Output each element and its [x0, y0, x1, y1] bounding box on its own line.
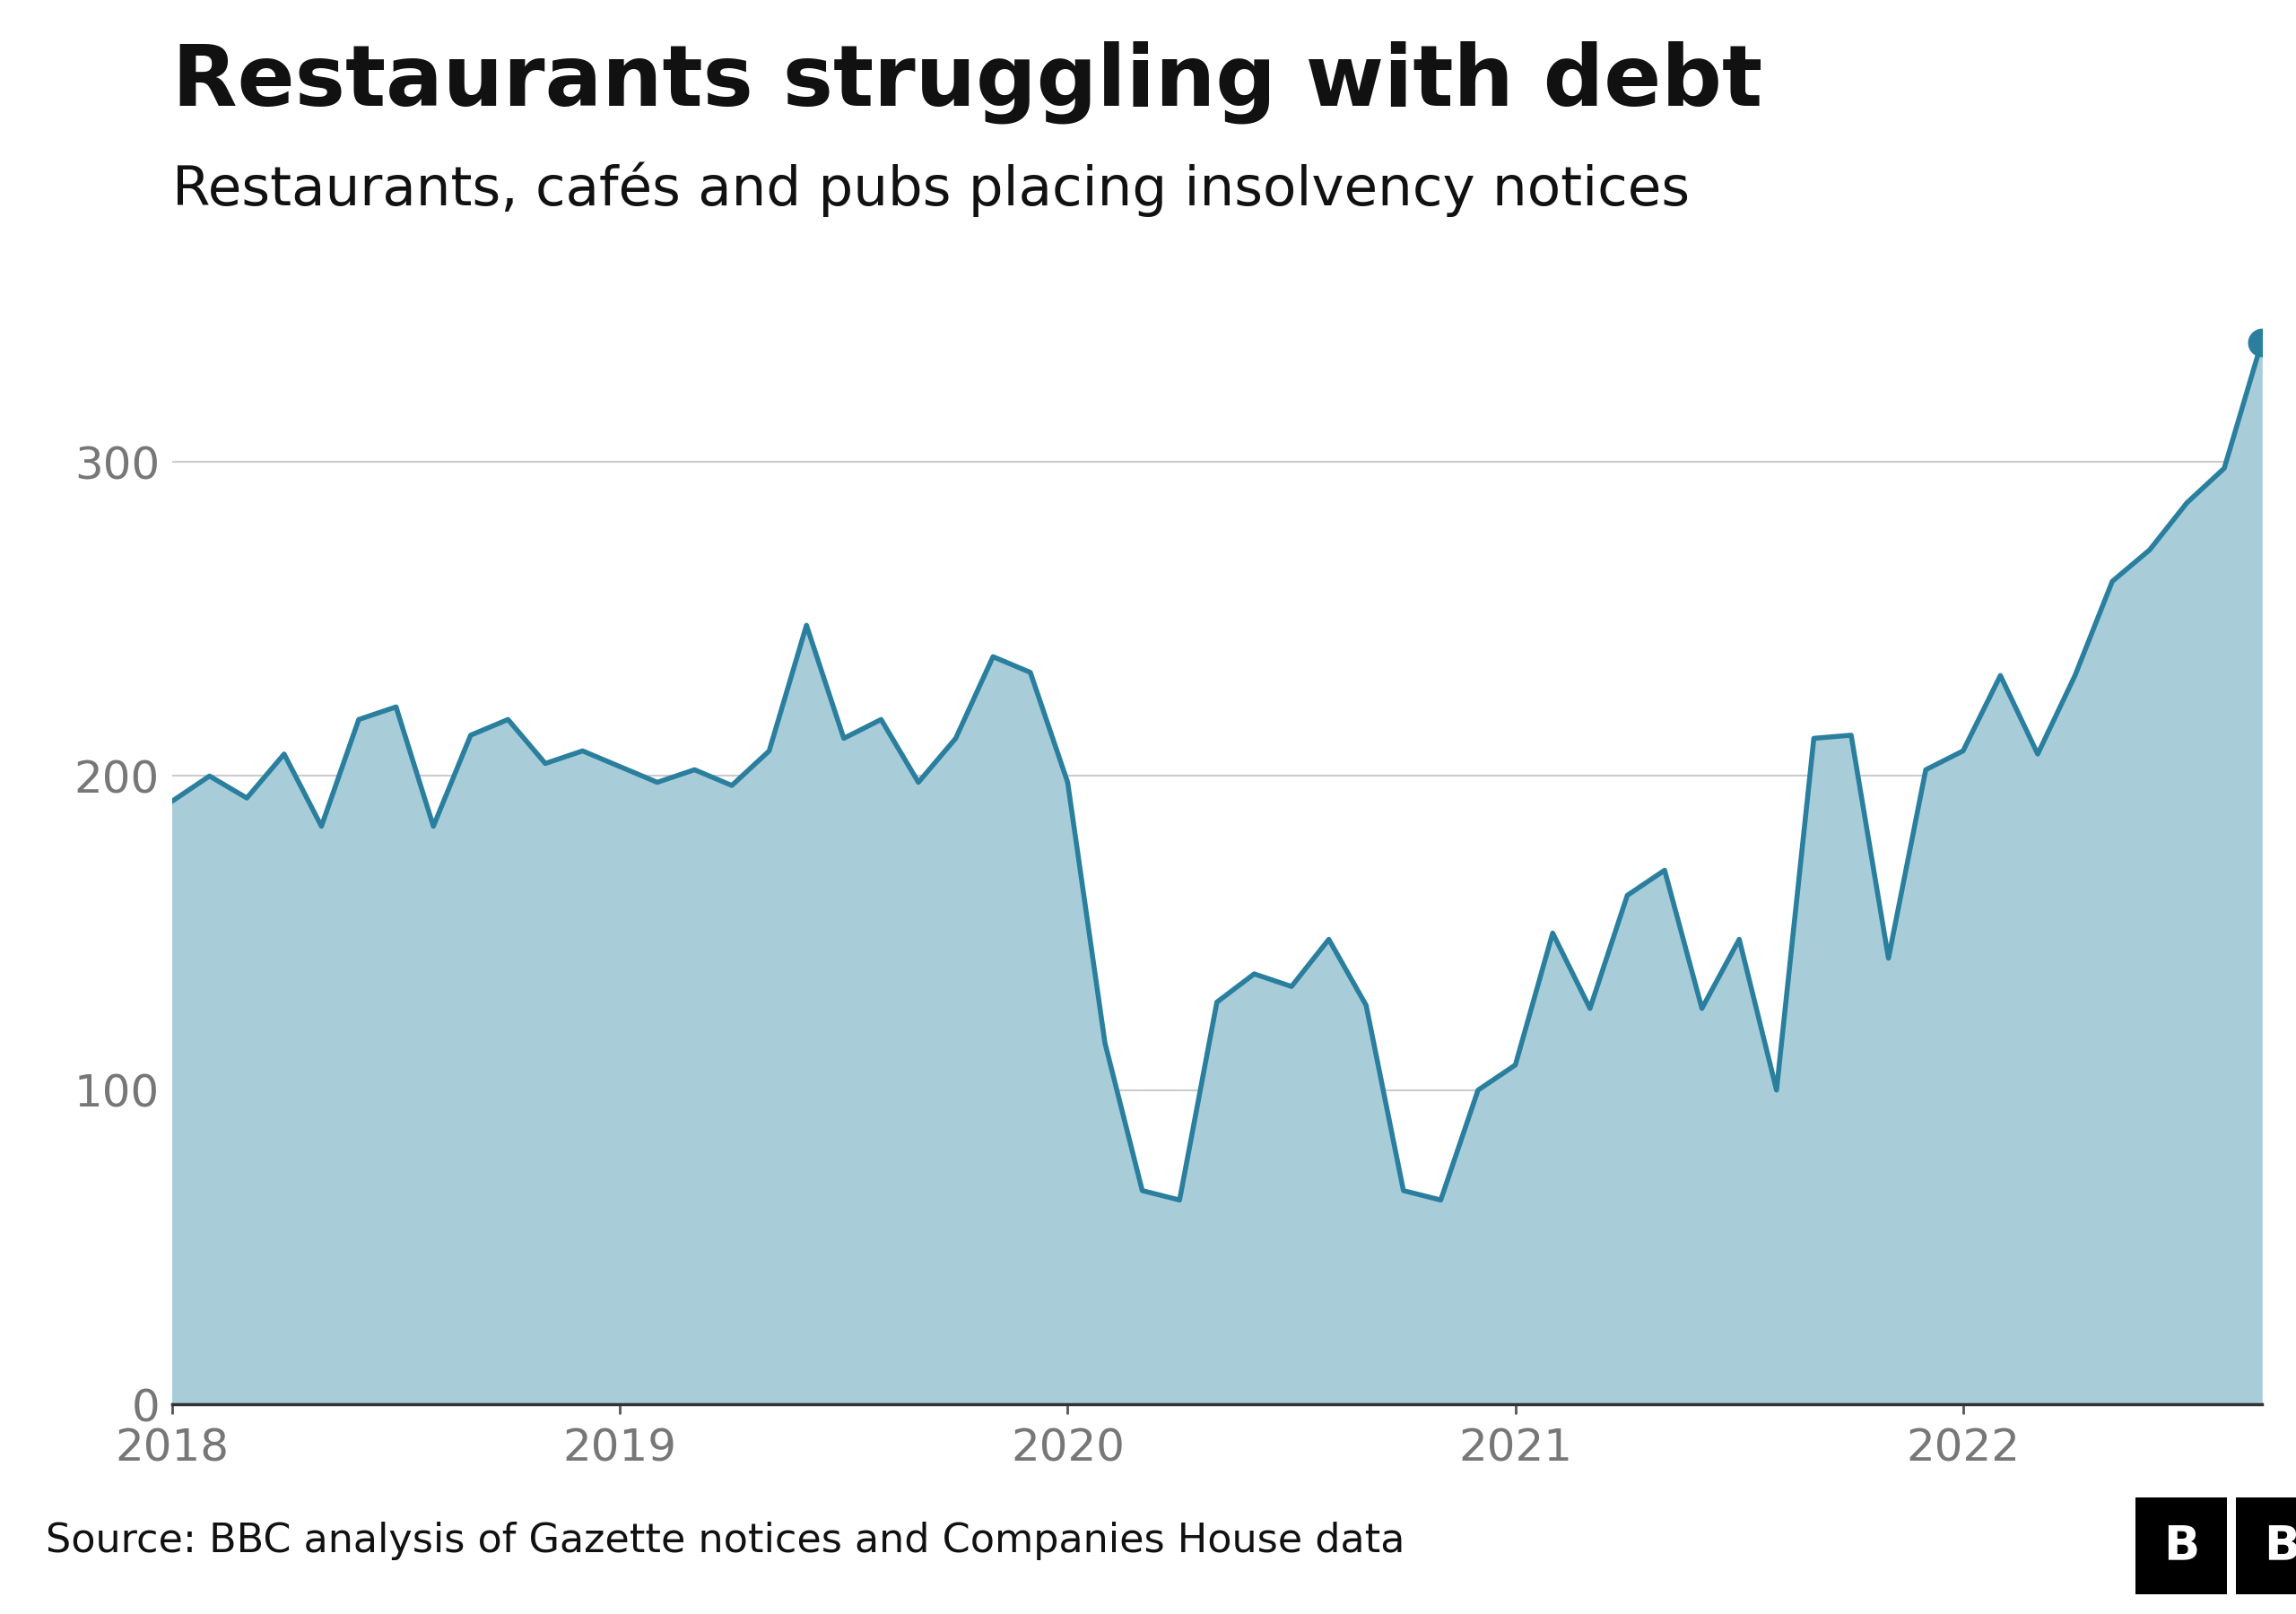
Text: Restaurants, cafés and pubs placing insolvency notices: Restaurants, cafés and pubs placing inso… [172, 161, 1690, 216]
Text: B: B [2163, 1524, 2200, 1569]
Text: Source: BBC analysis of Gazette notices and Companies House data: Source: BBC analysis of Gazette notices … [46, 1522, 1405, 1561]
Text: B: B [2264, 1524, 2296, 1569]
Text: Restaurants struggling with debt: Restaurants struggling with debt [172, 40, 1763, 123]
